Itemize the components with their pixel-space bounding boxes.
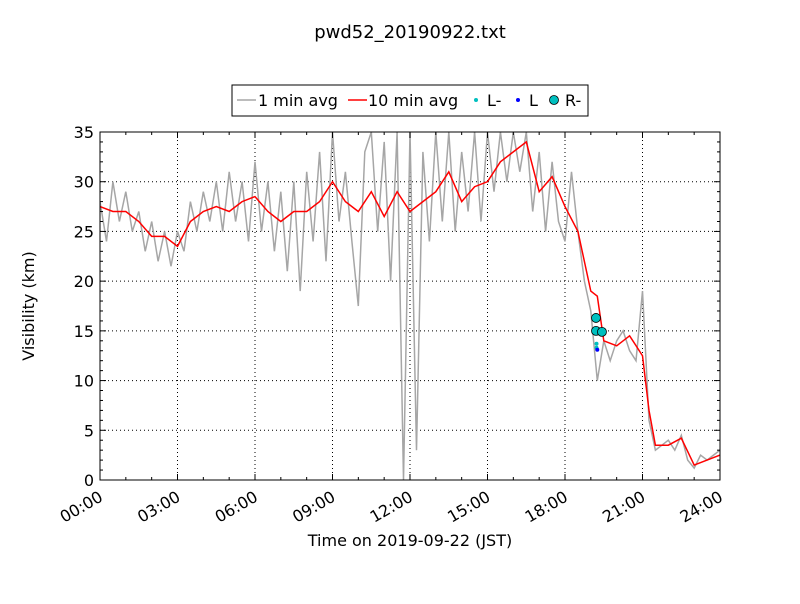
legend-marker-lminus bbox=[474, 98, 478, 102]
legend-marker-rminus bbox=[549, 95, 559, 105]
marker-lminus bbox=[594, 341, 599, 346]
x-tick-label: 21:00 bbox=[599, 487, 648, 527]
legend: 1 min avg 10 min avg L- L R- bbox=[231, 84, 589, 117]
legend-label-1min: 1 min avg bbox=[258, 91, 338, 110]
legend-label-lminus: L- bbox=[487, 91, 501, 110]
y-tick-label: 30 bbox=[74, 173, 94, 192]
x-tick-label: 00:00 bbox=[57, 487, 106, 527]
x-axis-label: Time on 2019-09-22 (JST) bbox=[307, 531, 512, 550]
plot-area bbox=[100, 132, 720, 480]
y-tick-label: 25 bbox=[74, 222, 94, 241]
y-tick-label: 10 bbox=[74, 372, 94, 391]
marker-l bbox=[595, 347, 600, 352]
series-10min-avg-line bbox=[100, 140, 720, 467]
x-tick-label: 24:00 bbox=[677, 487, 726, 527]
y-tick-label: 20 bbox=[74, 272, 94, 291]
y-tick-label: 35 bbox=[74, 123, 94, 142]
x-tick-label: 09:00 bbox=[289, 487, 338, 527]
x-tick-label: 15:00 bbox=[444, 487, 493, 527]
x-tick-label: 18:00 bbox=[522, 487, 571, 527]
legend-label-10min: 10 min avg bbox=[368, 91, 458, 110]
y-tick-label: 0 bbox=[84, 471, 94, 490]
chart-title: pwd52_20190922.txt bbox=[314, 22, 506, 43]
marker-rminus bbox=[591, 313, 601, 323]
legend-box bbox=[231, 84, 589, 117]
x-tick-label: 12:00 bbox=[367, 487, 416, 527]
y-tick-label: 5 bbox=[84, 421, 94, 440]
grid bbox=[100, 132, 720, 480]
x-tick-label: 06:00 bbox=[212, 487, 261, 527]
series-1min-avg-line bbox=[100, 132, 720, 480]
legend-label-rminus: R- bbox=[565, 91, 581, 110]
axis-ticks: 00:00 03:00 06:00 09:00 12:00 15:00 18:00 21:00… bbox=[57, 123, 726, 527]
y-tick-label: 15 bbox=[74, 322, 94, 341]
x-tick-label: 03:00 bbox=[134, 487, 183, 527]
legend-label-l: L bbox=[529, 91, 538, 110]
marker-rminus bbox=[597, 326, 607, 337]
legend-marker-l bbox=[516, 98, 520, 102]
y-axis-label: Visibility (km) bbox=[19, 251, 38, 360]
